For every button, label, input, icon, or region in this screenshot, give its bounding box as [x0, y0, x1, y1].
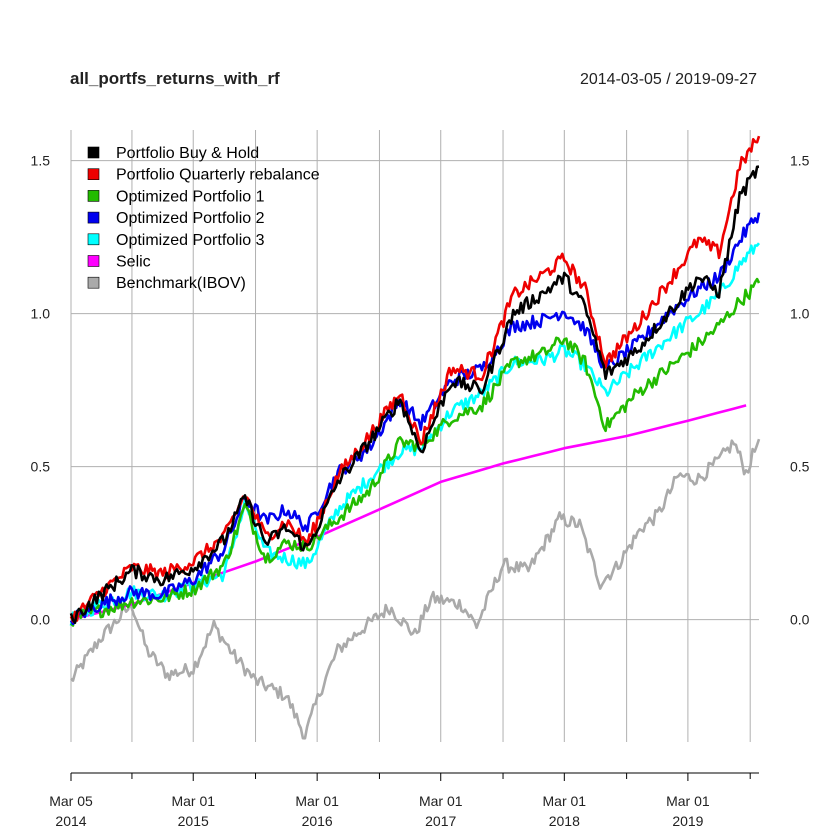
y-tick-label-left: 1.5 [31, 153, 51, 169]
legend-swatch [87, 255, 100, 267]
x-tick-label-month: Mar 01 [295, 793, 339, 809]
y-tick-label-right: 0.0 [790, 612, 810, 628]
legend-label: Selic [116, 254, 151, 271]
legend-swatch [87, 146, 100, 159]
legend-swatch [87, 276, 100, 289]
date-range: 2014-03-05 / 2019-09-27 [580, 71, 757, 88]
y-axis-right: 0.0 0.5 1.0 1.5 [790, 153, 810, 628]
x-tick-label-year: 2016 [302, 813, 333, 829]
legend-swatch [87, 233, 100, 246]
legend-label: Portfolio Quarterly rebalance [116, 167, 320, 184]
x-tick-label-year: 2018 [549, 813, 580, 829]
x-tick-label-month: Mar 01 [666, 793, 710, 809]
series-line-3 [69, 212, 761, 626]
series-line-2 [70, 277, 761, 627]
y-tick-label-left: 0.0 [31, 612, 51, 628]
x-tick-label-year: 2019 [672, 813, 703, 829]
series-line-0 [69, 165, 760, 624]
y-tick-label-left: 1.0 [31, 306, 51, 322]
legend-label: Optimized Portfolio 1 [116, 188, 265, 205]
x-tick-label-month: Mar 01 [171, 793, 215, 809]
y-tick-label-left: 0.5 [31, 459, 51, 475]
series-layer [69, 135, 761, 740]
y-axis-left: 0.0 0.5 1.0 1.5 [31, 153, 51, 628]
y-tick-label-right: 0.5 [790, 459, 810, 475]
x-tick-label-year: 2015 [178, 813, 209, 829]
y-tick-label-right: 1.5 [790, 153, 810, 169]
x-axis: Mar 05 2014 Mar 01 2015 Mar 01 2016 Mar 01 2017… [49, 772, 759, 829]
legend-label: Benchmark(IBOV) [116, 275, 246, 292]
legend-label: Optimized Portfolio 3 [116, 232, 265, 249]
legend-swatch [87, 190, 100, 202]
x-tick-label-month: Mar 01 [419, 793, 463, 809]
legend-label: Portfolio Buy & Hold [116, 145, 259, 162]
legend-swatch [87, 168, 100, 180]
legend-label: Optimized Portfolio 2 [116, 210, 265, 227]
x-tick-label-month: Mar 01 [543, 793, 587, 809]
y-tick-label-right: 1.0 [790, 306, 810, 322]
legend-swatch [87, 211, 100, 224]
x-tick-label-year: 2014 [55, 813, 86, 829]
legend: Portfolio Buy & Hold Portfolio Quarterly … [87, 145, 320, 292]
x-tick-label-month: Mar 05 [49, 793, 93, 809]
series-line-6 [70, 438, 761, 740]
series-line-1 [69, 135, 761, 623]
x-tick-label-year: 2017 [425, 813, 456, 829]
chart-title: all_portfs_returns_with_rf [70, 69, 280, 88]
